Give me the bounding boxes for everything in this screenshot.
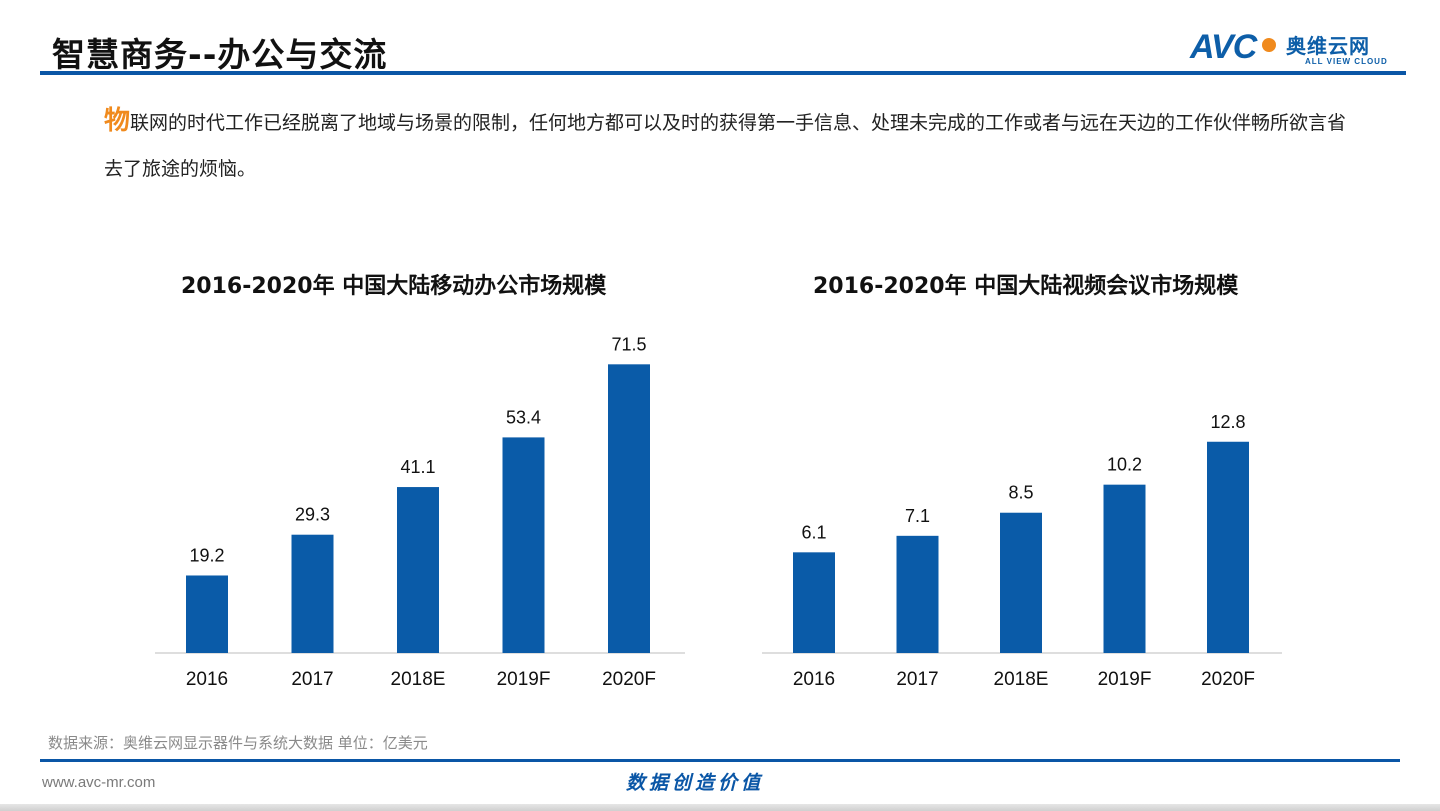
data-label: 10.2: [1107, 455, 1142, 475]
footer-url-link[interactable]: www.avc-mr.com: [42, 774, 156, 791]
bar-2019F: [1103, 484, 1146, 653]
x-tick-label: 2019F: [1098, 669, 1152, 690]
footer-slogan: 数据创造价值: [626, 772, 765, 794]
data-label: 8.5: [1008, 483, 1033, 503]
bar-2018E: [1000, 512, 1042, 653]
x-tick-label: 2020F: [602, 669, 656, 690]
x-tick-label: 2019F: [497, 669, 551, 690]
header-divider: [40, 71, 1406, 75]
x-tick-label: 2016: [793, 669, 835, 690]
bar-2020F: [608, 364, 650, 653]
intro-paragraph: 物联网的时代工作已经脱离了地域与场景的限制，任何地方都可以及时的获得第一手信息、…: [104, 98, 1354, 192]
x-tick-label: 2017: [291, 669, 333, 690]
data-label: 71.5: [611, 334, 646, 354]
logo-name-en: ALL VIEW CLOUD: [1305, 57, 1388, 66]
page-title: 智慧商务--办公与交流: [52, 35, 388, 74]
x-tick-label: 2020F: [1201, 669, 1255, 690]
data-label: 29.3: [295, 505, 330, 525]
brand-logo[interactable]: AVC 奥维云网 ALL VIEW CLOUD: [1190, 28, 1405, 70]
logo-name-cn: 奥维云网: [1286, 34, 1370, 58]
data-label: 19.2: [189, 545, 224, 565]
bar-2016: [186, 575, 228, 653]
logo-wordmark: AVC: [1190, 28, 1257, 66]
bottom-shadow: [0, 804, 1440, 811]
x-tick-label: 2018E: [994, 669, 1049, 690]
chart-title-mobile-office: 2016-2020年 中国大陆移动办公市场规模: [181, 274, 607, 299]
chart-mobile-office: 19.2 2016 29.3 2017 41.1 2018E 53.4 2019F 71.5 20…: [155, 334, 685, 690]
x-tick-label: 2016: [186, 669, 228, 690]
footer-divider: [40, 759, 1400, 762]
data-source-note: 数据来源：奥维云网显示器件与系统大数据 单位：亿美元: [48, 734, 428, 752]
chart-video-conference: 6.1 2016 7.1 2017 8.5 2018E 10.2 2019F 12.8 2020F: [762, 412, 1282, 690]
x-tick-label: 2018E: [391, 669, 446, 690]
x-tick-label: 2017: [896, 669, 938, 690]
bar-2019F: [502, 437, 545, 653]
data-label: 6.1: [801, 522, 826, 542]
data-label: 12.8: [1210, 412, 1245, 432]
intro-lead-char: 物: [104, 106, 131, 136]
chart-title-video-conference: 2016-2020年 中国大陆视频会议市场规模: [813, 274, 1239, 299]
data-label: 41.1: [400, 457, 435, 477]
bar-2017: [291, 534, 334, 653]
bar-2016: [793, 552, 835, 653]
bar-2020F: [1207, 441, 1249, 653]
logo-dot-icon: [1262, 38, 1276, 52]
data-label: 7.1: [905, 506, 930, 526]
intro-text: 联网的时代工作已经脱离了地域与场景的限制，任何地方都可以及时的获得第一手信息、处…: [104, 112, 1347, 180]
bar-2017: [896, 535, 939, 653]
data-label: 53.4: [506, 407, 541, 427]
bar-2018E: [397, 487, 439, 653]
